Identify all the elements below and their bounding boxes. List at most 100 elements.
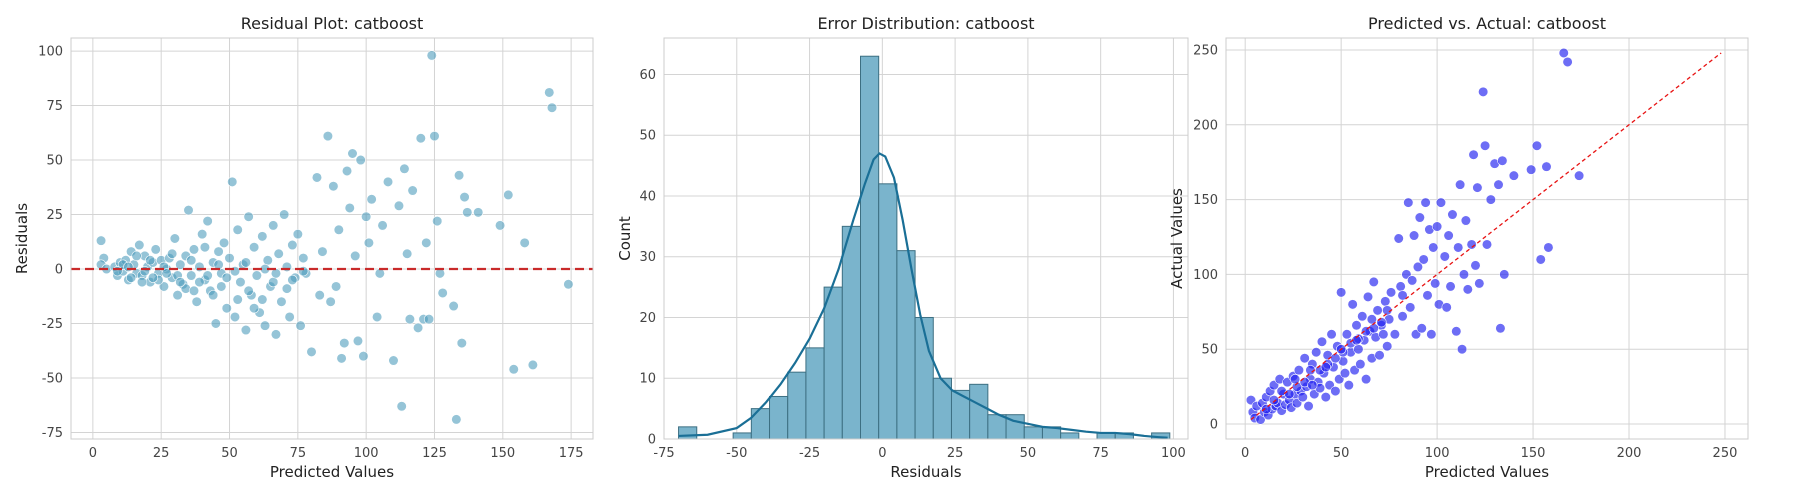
- data-point: [1397, 311, 1408, 322]
- y-tick-label: 50: [639, 129, 656, 144]
- data-point: [1458, 269, 1470, 280]
- data-point: [95, 235, 107, 246]
- data-point: [208, 290, 219, 301]
- data-point: [563, 279, 574, 290]
- data-point: [1330, 386, 1341, 397]
- data-point: [1541, 161, 1552, 172]
- x-tick-label: 50: [1020, 446, 1037, 461]
- data-point: [1320, 392, 1331, 403]
- x-tick-label: 75: [290, 446, 307, 461]
- x-axis-label: Residuals: [890, 463, 961, 481]
- plot-frame: [1225, 37, 1749, 440]
- y-tick-label: 25: [46, 208, 63, 223]
- data-point: [292, 229, 303, 240]
- data-point: [448, 300, 459, 312]
- data-point: [224, 253, 235, 264]
- histogram-bar: [678, 426, 698, 440]
- x-tick-label: 50: [1333, 446, 1350, 461]
- plot-frame: [663, 37, 1189, 440]
- data-point: [339, 338, 350, 349]
- data-point: [284, 311, 295, 323]
- data-point: [1466, 239, 1477, 250]
- data-point: [1380, 296, 1391, 307]
- data-point: [1351, 320, 1362, 331]
- data-point: [1395, 281, 1406, 292]
- data-point: [462, 207, 473, 218]
- y-tick-label: 200: [1193, 118, 1218, 133]
- histogram-bar: [969, 383, 989, 440]
- data-point: [1420, 197, 1431, 208]
- data-point: [1472, 182, 1483, 193]
- data-point: [1430, 278, 1441, 289]
- y-tick-label: 150: [1193, 193, 1218, 208]
- y-tick-label: 0: [1210, 418, 1218, 433]
- plot-area: [71, 38, 593, 439]
- data-point: [218, 237, 230, 248]
- data-point: [350, 250, 361, 262]
- y-axis-label: Residuals: [13, 203, 31, 274]
- data-point: [358, 351, 369, 362]
- data-point: [330, 281, 342, 292]
- y-tick-label: 0: [55, 263, 63, 278]
- data-point: [268, 220, 279, 231]
- data-point: [546, 102, 558, 113]
- data-point: [459, 191, 470, 203]
- x-tick-label: -50: [726, 446, 747, 461]
- y-tick-label: 10: [639, 372, 656, 387]
- data-point: [1376, 317, 1387, 328]
- data-point: [1447, 209, 1458, 220]
- x-axis-label: Predicted Values: [270, 463, 394, 481]
- x-tick-label: 75: [1092, 446, 1109, 461]
- data-point: [1443, 230, 1454, 241]
- x-tick-label: 25: [947, 446, 964, 461]
- data-point: [1362, 291, 1374, 302]
- x-tick-label: 125: [422, 446, 447, 461]
- data-point: [382, 176, 394, 187]
- histogram-bar: [1060, 432, 1080, 440]
- data-point: [281, 283, 293, 294]
- x-tick-label: 175: [559, 446, 584, 461]
- data-point: [527, 359, 538, 371]
- histogram-bar: [878, 183, 898, 440]
- x-tick-label: 50: [221, 446, 238, 461]
- data-point: [1389, 329, 1400, 340]
- data-point: [1372, 305, 1383, 316]
- data-point: [169, 233, 180, 244]
- data-point: [1303, 400, 1314, 412]
- data-point: [229, 266, 241, 277]
- data-point: [235, 276, 246, 288]
- data-point: [344, 202, 355, 214]
- y-tick-label: 60: [639, 68, 656, 83]
- data-point: [1407, 275, 1418, 286]
- data-point: [1297, 392, 1308, 403]
- data-point: [429, 130, 440, 142]
- data-point: [333, 224, 344, 235]
- data-point: [1462, 284, 1473, 295]
- data-point: [279, 209, 290, 220]
- data-point: [287, 274, 298, 286]
- data-point: [251, 270, 262, 281]
- data-point: [388, 355, 399, 366]
- data-point: [232, 224, 243, 235]
- data-point: [147, 272, 159, 283]
- data-point: [202, 270, 213, 281]
- data-point: [188, 285, 200, 296]
- data-point: [1468, 149, 1479, 160]
- data-point: [423, 314, 435, 325]
- data-point: [243, 285, 254, 296]
- y-tick-label: 100: [1193, 268, 1218, 283]
- data-point: [112, 266, 123, 277]
- error-distribution-panel: -75 -50 -25 0 25 50 75 100 0 10 20 30 40 50 60 Error Di…: [616, 14, 1189, 481]
- data-point: [1435, 197, 1447, 208]
- data-point: [322, 130, 334, 142]
- data-point: [494, 220, 506, 231]
- y-tick-label: 30: [639, 250, 656, 265]
- data-point: [191, 296, 202, 307]
- histogram-bars: [678, 55, 1171, 440]
- data-point: [270, 329, 282, 340]
- data-point: [131, 250, 142, 262]
- data-point: [249, 303, 260, 314]
- x-tick-label: -25: [799, 446, 820, 461]
- identity-reference-line: [1250, 52, 1722, 421]
